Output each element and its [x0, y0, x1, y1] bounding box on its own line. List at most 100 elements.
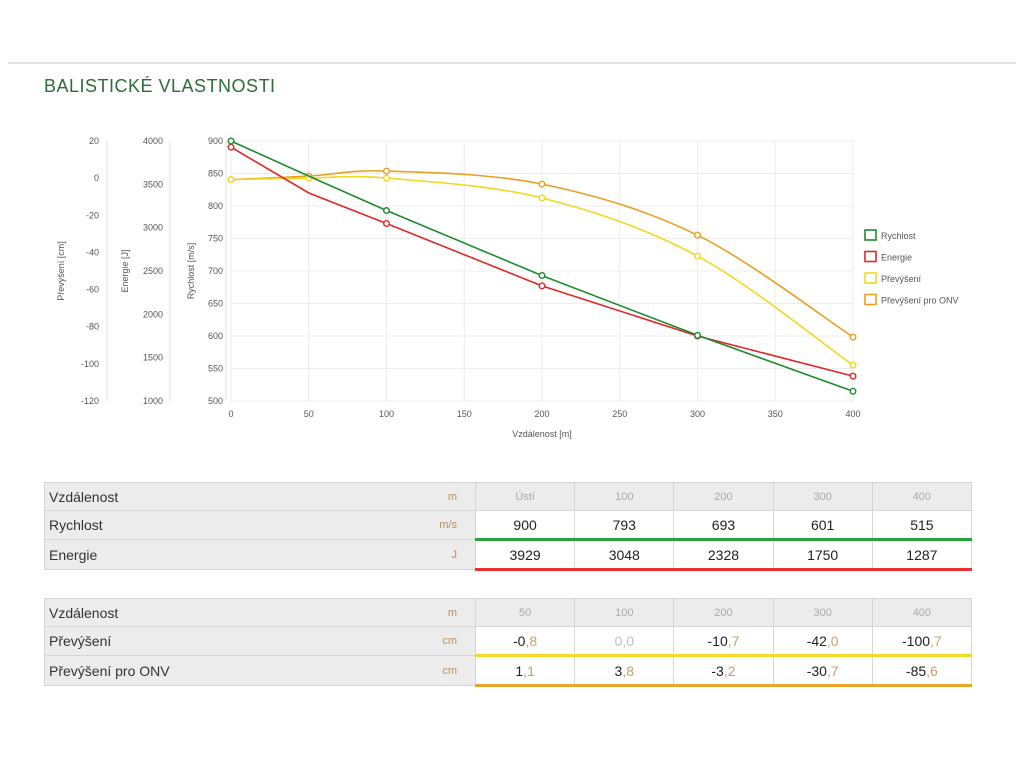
energie-tick-label: 2500 [143, 266, 163, 276]
x-tick-label: 50 [304, 409, 314, 419]
row-unit: m/s [427, 510, 476, 540]
data-point [227, 137, 235, 145]
energie-tick-label: 3500 [143, 179, 163, 189]
data-point [538, 194, 546, 202]
header-cell: 200 [673, 598, 774, 627]
row-label: Vzdálenost [44, 598, 427, 627]
data-point [383, 174, 391, 182]
prevyseni-tick-label: -40 [86, 247, 99, 257]
row-unit: cm [427, 655, 476, 686]
legend-swatch [864, 229, 877, 241]
legend-label: Energie [881, 253, 912, 263]
x-tick-label: 0 [228, 409, 233, 419]
row-unit: m [427, 482, 476, 511]
energie-tick-label: 1500 [143, 353, 163, 363]
rychlost-tick-label: 800 [208, 201, 223, 211]
prevyseni-axis-title: Převýšení [cm] [56, 241, 66, 301]
value-cell: -42,0 [772, 626, 873, 657]
prevyseni-tick-label: 20 [89, 136, 99, 146]
energie-tick-label: 3000 [143, 223, 163, 233]
value-cell: 3,8 [574, 655, 675, 687]
row-label: Rychlost [44, 510, 427, 540]
data-point [694, 231, 702, 239]
header-cell: Ústí [474, 482, 576, 511]
x-tick-label: 200 [534, 409, 549, 419]
legend-swatch [864, 250, 877, 263]
energie-tick-label: 2000 [143, 309, 163, 319]
x-tick-label: 150 [457, 409, 472, 419]
table-row-rychlost: Rychlost m/s 900 793 693 601 515 [44, 510, 973, 541]
data-point [383, 220, 391, 228]
series-line-0 [230, 140, 854, 393]
table-header-row: Vzdálenost m Ústí 100 200 300 400 [44, 482, 973, 511]
value-cell: 693 [673, 510, 774, 541]
row-label: Převýšení [44, 626, 427, 656]
data-point [694, 331, 702, 339]
value-cell: 601 [772, 510, 873, 541]
x-tick-label: 300 [690, 409, 705, 419]
rychlost-tick-label: 500 [208, 396, 223, 406]
data-point [538, 180, 546, 188]
rychlost-tick-label: 600 [208, 331, 223, 341]
data-point [383, 167, 391, 175]
legend-label: Převýšení [881, 274, 922, 284]
x-tick-label: 250 [612, 409, 627, 419]
x-axis-label: Vzdálenost [m] [512, 429, 572, 439]
data-point [227, 176, 235, 184]
header-cell: 400 [871, 482, 973, 511]
value-cell: 0,0 [574, 626, 675, 657]
value-cell: 3929 [474, 539, 576, 571]
series-line-1 [230, 146, 854, 377]
value-cell: 793 [574, 510, 675, 541]
row-label: Převýšení pro ONV [44, 655, 427, 686]
header-cell: 100 [574, 482, 675, 511]
rychlost-tick-label: 550 [208, 364, 223, 374]
table-row-prevyseni: Převýšení cm -0,8 0,0 -10,7 -42,0 -100,7 [44, 626, 973, 657]
ballistics-table-velocity-energy: Vzdálenost m Ústí 100 200 300 400 Rychlo… [44, 482, 973, 571]
value-cell: -100,7 [871, 626, 973, 657]
header-cell: 50 [474, 598, 576, 627]
table-row-prevyseni-onv: Převýšení pro ONV cm 1,1 3,8 -3,2 -30,7 … [44, 655, 973, 687]
row-unit: m [427, 598, 476, 627]
value-cell: 900 [474, 510, 576, 541]
value-cell: 1,1 [474, 655, 576, 687]
value-cell: -3,2 [673, 655, 774, 687]
legend-label: Rychlost [881, 231, 916, 241]
prevyseni-tick-label: -60 [86, 285, 99, 295]
data-point [538, 282, 546, 290]
row-label: Energie [44, 539, 427, 570]
value-cell: 1287 [871, 539, 973, 571]
header-cell: 400 [871, 598, 973, 627]
x-tick-label: 100 [379, 409, 394, 419]
rychlost-tick-label: 850 [208, 169, 223, 179]
row-unit: cm [427, 626, 476, 656]
rychlost-tick-label: 900 [208, 136, 223, 146]
data-point [849, 372, 857, 380]
legend-label: Převýšení pro ONV [881, 296, 959, 306]
value-cell: -10,7 [673, 626, 774, 657]
table-header-row: Vzdálenost m 50 100 200 300 400 [44, 598, 973, 627]
row-unit: J [427, 539, 476, 570]
x-tick-label: 400 [845, 409, 860, 419]
energie-tick-label: 4000 [143, 136, 163, 146]
value-cell: -30,7 [772, 655, 873, 687]
prevyseni-tick-label: -20 [86, 210, 99, 220]
legend-swatch [864, 293, 877, 306]
rychlost-tick-label: 650 [208, 299, 223, 309]
header-cell: 100 [574, 598, 675, 627]
legend-swatch [864, 272, 877, 284]
data-point [849, 387, 857, 395]
data-point [227, 143, 235, 151]
top-divider [8, 62, 1016, 64]
table-row-energie: Energie J 3929 3048 2328 1750 1287 [44, 539, 973, 571]
data-point [694, 252, 702, 260]
prevyseni-tick-label: -80 [86, 322, 99, 332]
value-cell: 1750 [772, 539, 873, 571]
energie-tick-label: 1000 [143, 396, 163, 406]
prevyseni-tick-label: -100 [81, 359, 99, 369]
prevyseni-tick-label: 0 [94, 173, 99, 183]
energie-axis-title: Energie [J] [120, 249, 130, 292]
data-point [383, 207, 391, 215]
header-cell: 300 [772, 598, 873, 627]
